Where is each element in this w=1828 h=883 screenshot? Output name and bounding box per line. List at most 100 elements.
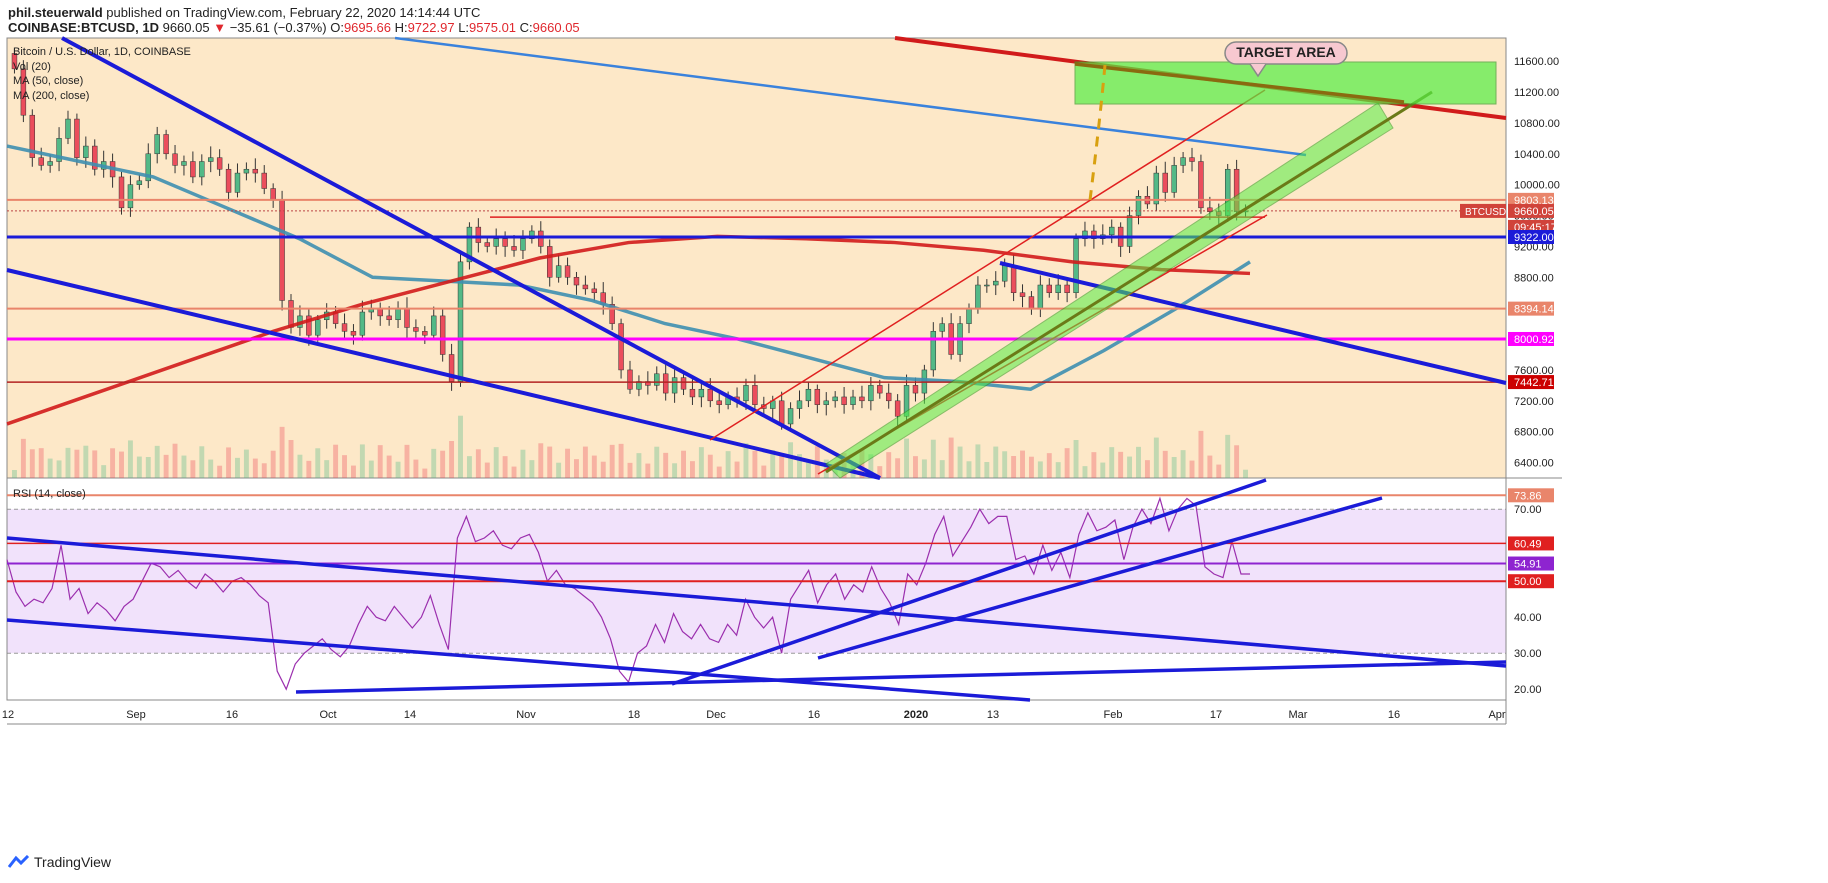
rsi-tag-55: 54.91 bbox=[1514, 559, 1542, 571]
target-callout-tail bbox=[1249, 63, 1267, 78]
falling-trend-blue bbox=[999, 261, 1507, 385]
candle-body bbox=[1189, 157, 1195, 162]
volume-bar bbox=[172, 443, 178, 478]
candle-body bbox=[341, 323, 348, 332]
price-tag-9322: 9322.00 bbox=[1514, 232, 1554, 244]
candle-body bbox=[1153, 172, 1160, 205]
candle-body bbox=[243, 168, 250, 174]
candle-body bbox=[778, 400, 785, 425]
volume-bar bbox=[1055, 462, 1061, 478]
candle-body bbox=[386, 315, 392, 321]
volume-bar bbox=[895, 458, 901, 478]
volume-bar bbox=[788, 442, 794, 478]
volume-bar bbox=[56, 460, 62, 478]
downtrend-line-lower bbox=[6, 268, 881, 480]
price-tick-label: 11600.00 bbox=[1514, 56, 1559, 68]
rsi-tick-label: 20.00 bbox=[1514, 684, 1542, 696]
volume-bar bbox=[288, 440, 294, 478]
volume-bar bbox=[698, 447, 704, 478]
candle-body bbox=[261, 172, 267, 189]
candle-body bbox=[493, 238, 499, 247]
volume-bar bbox=[110, 448, 116, 478]
tradingview-brand[interactable]: TradingView bbox=[8, 854, 111, 870]
volume-bar bbox=[689, 461, 695, 478]
candle-body bbox=[1037, 284, 1044, 309]
legend-rsi: RSI (14, close) bbox=[13, 488, 86, 500]
time-tick-label: Mar bbox=[1289, 709, 1308, 721]
candle-body bbox=[555, 265, 562, 278]
volume-bar bbox=[83, 445, 89, 478]
volume-bar bbox=[1082, 466, 1088, 478]
candle-body bbox=[894, 400, 901, 417]
volume-bar bbox=[502, 456, 508, 478]
symbol-name: COINBASE:BTCUSD, 1D bbox=[8, 20, 159, 35]
downtrend-line-upper bbox=[61, 36, 881, 480]
price-tag-7442: 7442.71 bbox=[1514, 377, 1554, 389]
candle-body bbox=[1207, 207, 1213, 212]
price-tick-label: 9200.00 bbox=[1514, 241, 1554, 253]
volume-bar bbox=[306, 460, 312, 478]
open-value: 9695.66 bbox=[343, 20, 391, 35]
candle-body bbox=[190, 161, 196, 178]
volume-bar bbox=[342, 455, 347, 478]
volume-bar bbox=[574, 459, 579, 478]
candle-body bbox=[145, 153, 151, 182]
volume-bar bbox=[565, 448, 571, 478]
volume-bar bbox=[466, 456, 472, 478]
candle-body bbox=[127, 184, 134, 209]
volume-bar bbox=[226, 447, 232, 478]
volume-bar bbox=[333, 444, 339, 478]
volume-bar bbox=[645, 463, 651, 478]
candle-body bbox=[1010, 265, 1017, 293]
volume-bar bbox=[654, 446, 660, 478]
brand-label: TradingView bbox=[34, 854, 112, 870]
volume-bar bbox=[939, 460, 945, 478]
price-tick-label: 6400.00 bbox=[1514, 458, 1554, 470]
volume-bar bbox=[458, 415, 463, 478]
price-tick-label: 6800.00 bbox=[1514, 427, 1554, 439]
price-tag-8394: 8394.14 bbox=[1514, 304, 1554, 316]
candle-body bbox=[529, 230, 535, 239]
candle-body bbox=[805, 388, 812, 402]
candle-body bbox=[680, 377, 687, 390]
candle-body bbox=[511, 246, 517, 251]
volume-bar bbox=[279, 426, 285, 478]
price-tag-last-bg bbox=[1508, 203, 1554, 218]
time-tick-label: 17 bbox=[1210, 709, 1222, 721]
candle-body bbox=[439, 315, 446, 355]
legend-vol: Vol (20) bbox=[13, 61, 51, 73]
volume-bar bbox=[235, 457, 240, 478]
volume-bar bbox=[948, 437, 954, 478]
volume-bar bbox=[1064, 448, 1070, 478]
candle-body bbox=[1082, 230, 1088, 239]
candle-body bbox=[707, 388, 713, 402]
volume-bar bbox=[1002, 451, 1008, 478]
volume-bar bbox=[1046, 453, 1052, 478]
time-tick-label: 18 bbox=[628, 709, 640, 721]
volume-bar bbox=[618, 443, 624, 478]
volume-bar bbox=[154, 445, 160, 478]
rsi-tag-50: 50.00 bbox=[1514, 576, 1542, 588]
candle-body bbox=[484, 242, 490, 247]
volume-bar bbox=[1073, 440, 1079, 478]
candle-body bbox=[350, 331, 357, 336]
candle-body bbox=[1162, 172, 1168, 193]
volume-bar bbox=[752, 450, 758, 478]
volume-bar bbox=[1136, 446, 1141, 478]
volume-bar bbox=[957, 446, 963, 478]
volume-bar bbox=[484, 462, 490, 478]
price-tag-7442-bg bbox=[1508, 375, 1554, 390]
author-name[interactable]: phil.steuerwald bbox=[8, 5, 103, 20]
candle-body bbox=[1046, 284, 1052, 293]
candle-body bbox=[547, 246, 553, 278]
open-label: O: bbox=[330, 20, 344, 35]
candle-body bbox=[216, 157, 223, 170]
candle-body bbox=[1171, 165, 1177, 193]
candle-body bbox=[466, 226, 473, 263]
time-tick-label: 14 bbox=[404, 709, 416, 721]
volume-bar bbox=[511, 466, 517, 478]
candle-body bbox=[1001, 265, 1008, 282]
volume-bar bbox=[538, 443, 544, 478]
volume-bar bbox=[520, 449, 526, 478]
